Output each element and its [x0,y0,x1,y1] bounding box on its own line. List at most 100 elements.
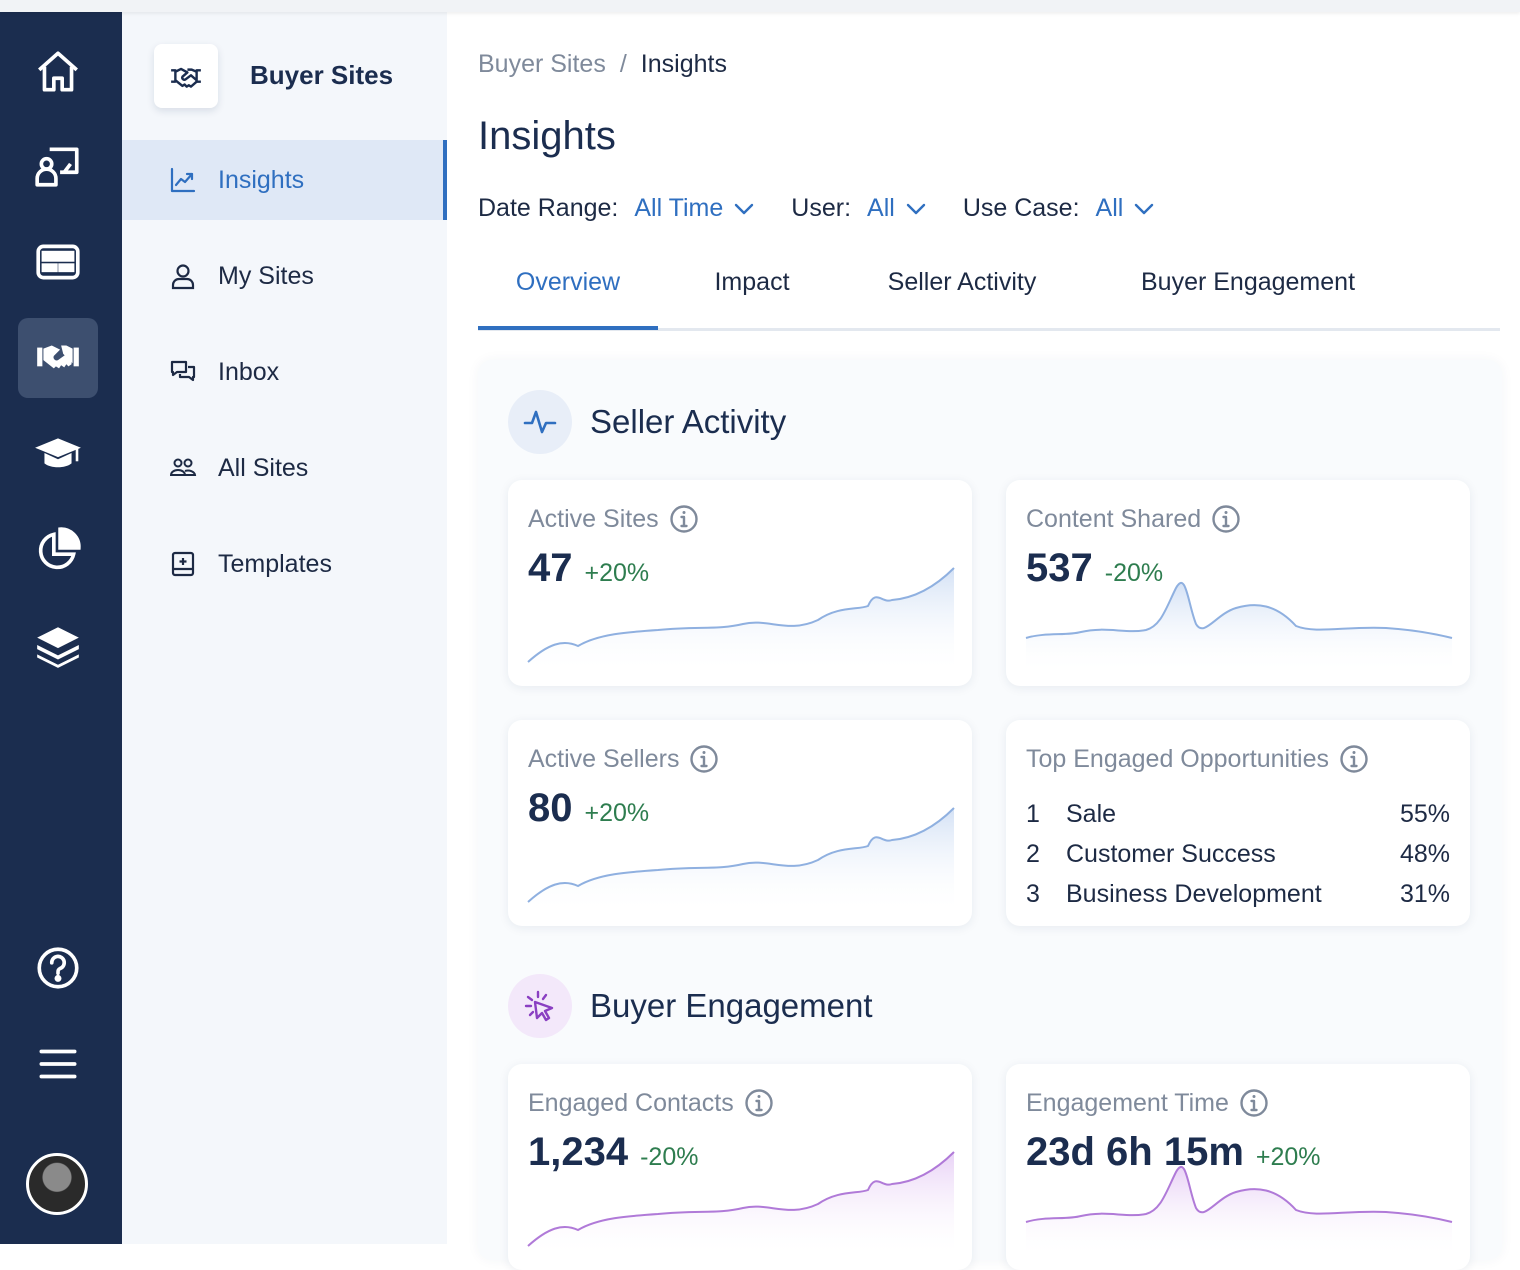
sidebar-item-my-sites[interactable]: My Sites [122,236,447,316]
active-sites-card[interactable]: Active Sites 47 +20% [508,480,972,686]
avatar[interactable] [26,1153,88,1215]
metric-delta: -20% [640,1143,699,1171]
sidebar-item-insights[interactable]: Insights [122,140,447,220]
template-icon [168,549,198,579]
activity-pulse-icon [508,390,572,454]
cursor-click-icon [508,974,572,1038]
metric-value: 47 [528,546,573,590]
breadcrumb-parent[interactable]: Buyer Sites [478,50,606,78]
presenter-icon[interactable] [18,126,98,206]
opportunity-name: Business Development [1066,880,1322,908]
sparkline-line [527,567,955,663]
top-engaged-opportunities-card[interactable]: Top Engaged Opportunities 1 Sale 55% 2 C… [1006,720,1470,926]
sidebar-item-all-sites[interactable]: All Sites [122,428,447,508]
sidebar-item-templates[interactable]: Templates [122,524,447,604]
layers-icon[interactable] [18,606,98,686]
chevron-down-icon[interactable] [1133,198,1155,220]
info-icon[interactable] [1211,504,1241,534]
filter-label: Date Range: [478,194,619,222]
card-title: Engagement Time [1026,1088,1229,1117]
menu-icon[interactable] [18,1024,98,1104]
sparkline-area [1026,582,1452,674]
sidebar-item-label: Insights [218,165,305,194]
sparkline-chart [527,567,955,674]
engagement-time-card[interactable]: Engagement Time 23d 6h 15m +20% [1006,1064,1470,1270]
chart-line-icon [168,165,198,195]
opportunity-rank: 3 [1026,880,1040,908]
card-icon[interactable] [18,222,98,302]
chevron-down-icon[interactable] [905,198,927,220]
opportunity-rank: 2 [1026,840,1040,868]
metric-value: 23d 6h 15m [1026,1130,1244,1174]
sidebar-title: Buyer Sites [250,60,394,90]
page-title: Insights [478,114,616,158]
sparkline-chart [1025,581,1453,674]
users-icon [168,453,198,483]
tab-impact[interactable]: Impact [714,268,790,296]
graduation-cap-icon[interactable] [18,414,98,494]
handshake-icon[interactable] [18,318,98,398]
buyer-engagement-header: Buyer Engagement [508,974,873,1038]
sidebar-item-label: Templates [218,549,332,578]
sparkline-area [528,568,954,674]
help-icon[interactable] [18,928,98,1008]
opportunity-percent: 31% [1399,880,1450,908]
seller-activity-header: Seller Activity [508,390,786,454]
chevron-down-icon[interactable] [733,198,755,220]
metric-delta: +20% [584,799,650,827]
breadcrumb-current: Insights [640,50,727,78]
filter-value[interactable]: All Time [634,194,724,222]
opportunity-percent: 55% [1399,800,1450,828]
sparkline-chart [527,807,955,914]
filter-label: User: [791,194,852,222]
home-icon[interactable] [18,32,98,112]
sparkline-area [528,1152,954,1258]
info-icon[interactable] [744,1088,774,1118]
metric-delta: +20% [584,559,650,587]
opportunity-name: Customer Success [1066,840,1276,868]
list-item[interactable]: 3 Business Development 31% [1026,880,1450,909]
tab-bar: Overview Impact Seller Activity Buyer En… [478,268,1500,331]
user-icon [168,261,198,291]
sparkline-line [527,807,955,903]
filter-value[interactable]: All [867,194,895,222]
sidebar-item-label: Inbox [218,357,280,386]
card-title: Content Shared [1026,504,1202,533]
card-title: Active Sites [528,504,659,533]
metric-value: 1,234 [528,1130,629,1174]
sparkline-area [528,808,954,914]
list-item[interactable]: 1 Sale 55% [1026,800,1450,829]
tab-seller-activity[interactable]: Seller Activity [887,268,1037,296]
date-range-filter[interactable]: Date Range: All Time [478,194,755,223]
sidebar-item-inbox[interactable]: Inbox [122,332,447,412]
tab-buyer-engagement[interactable]: Buyer Engagement [1140,268,1356,296]
card-title: Engaged Contacts [528,1088,734,1117]
metric-value: 80 [528,786,573,830]
user-filter[interactable]: User: All [791,194,927,223]
opportunity-name: Sale [1066,800,1117,828]
info-icon[interactable] [689,744,719,774]
sparkline-line [1025,1165,1453,1223]
info-icon[interactable] [1239,1088,1269,1118]
content-shared-card[interactable]: Content Shared 537 -20% [1006,480,1470,686]
filter-label: Use Case: [962,194,1080,222]
pie-chart-icon[interactable] [18,510,98,590]
list-item[interactable]: 2 Customer Success 48% [1026,840,1450,869]
use-case-filter[interactable]: Use Case: All [963,194,1156,223]
card-title: Top Engaged Opportunities [1026,744,1329,773]
metric-delta: +20% [1255,1143,1321,1171]
metric-value: 537 [1026,546,1093,590]
section-title: Seller Activity [590,403,787,440]
tab-overview[interactable]: Overview [478,268,658,330]
sidebar-item-label: All Sites [218,453,309,482]
card-title: Active Sellers [528,744,680,773]
info-icon[interactable] [1339,744,1369,774]
sidebar-item-label: My Sites [218,261,314,290]
handshake-logo-icon [154,44,218,108]
info-icon[interactable] [669,504,699,534]
filter-value[interactable]: All [1095,194,1124,222]
sparkline-chart [527,1151,955,1258]
top-edge [0,0,1520,12]
engaged-contacts-card[interactable]: Engaged Contacts 1,234 -20% [508,1064,972,1270]
active-sellers-card[interactable]: Active Sellers 80 +20% [508,720,972,926]
